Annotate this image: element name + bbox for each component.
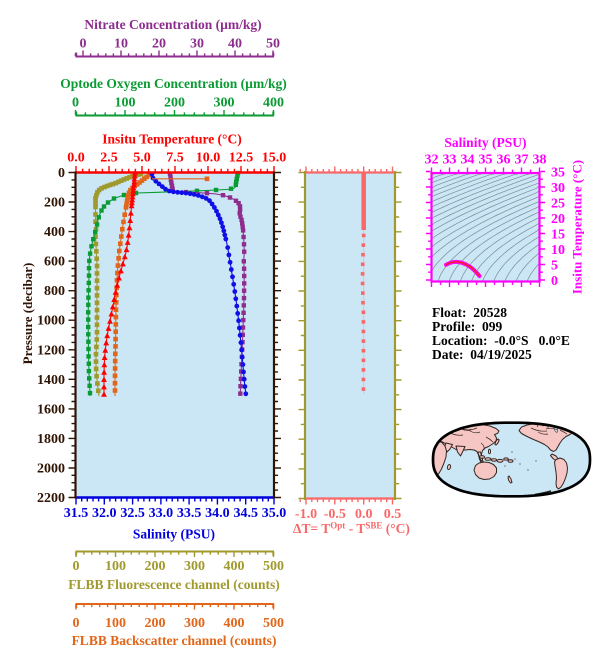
svg-text:1400: 1400 — [37, 373, 65, 388]
svg-text:34: 34 — [461, 153, 475, 168]
svg-text:32.0: 32.0 — [92, 506, 117, 521]
svg-text:0: 0 — [80, 37, 87, 52]
svg-text:Date: 04/19/2025: Date: 04/19/2025 — [432, 347, 532, 362]
svg-text:0.5: 0.5 — [384, 507, 402, 522]
svg-text:12.5: 12.5 — [229, 151, 254, 166]
svg-text:500: 500 — [263, 559, 284, 574]
svg-text:15: 15 — [551, 227, 565, 242]
svg-text:400: 400 — [263, 96, 284, 111]
svg-text:20: 20 — [152, 37, 166, 52]
svg-text:1600: 1600 — [37, 402, 65, 417]
svg-text:1800: 1800 — [37, 432, 65, 447]
svg-text:2200: 2200 — [37, 491, 65, 506]
svg-text:FLBB Backscatter channel (coun: FLBB Backscatter channel (counts) — [72, 633, 277, 648]
svg-text:200: 200 — [44, 196, 65, 211]
svg-text:0: 0 — [73, 559, 80, 574]
svg-text:Location: -0.0°S 0.0°E: Location: -0.0°S 0.0°E — [432, 333, 570, 348]
svg-text:500: 500 — [263, 616, 284, 631]
svg-text:20: 20 — [551, 212, 565, 227]
svg-text:200: 200 — [164, 96, 185, 111]
svg-text:15.0: 15.0 — [262, 151, 287, 166]
svg-text:ΔT= TOpt - TSBE (°C): ΔT= TOpt - TSBE (°C) — [293, 521, 410, 537]
svg-text:Optode Oxygen Concentration (µ: Optode Oxygen Concentration (µm/kg) — [60, 76, 286, 91]
svg-text:-1.0: -1.0 — [295, 507, 317, 522]
svg-text:200: 200 — [145, 616, 166, 631]
svg-text:Pressure (decibar): Pressure (decibar) — [20, 263, 35, 365]
svg-text:Salinity (PSU): Salinity (PSU) — [133, 527, 215, 542]
svg-text:Profile: 099: Profile: 099 — [432, 319, 502, 334]
svg-text:400: 400 — [224, 559, 245, 574]
svg-text:31.5: 31.5 — [64, 506, 89, 521]
svg-text:37: 37 — [515, 153, 529, 168]
svg-text:100: 100 — [105, 559, 126, 574]
svg-text:400: 400 — [44, 225, 65, 240]
svg-text:7.5: 7.5 — [166, 151, 184, 166]
svg-text:800: 800 — [44, 284, 65, 299]
svg-text:10: 10 — [551, 243, 565, 258]
svg-text:0: 0 — [58, 166, 65, 181]
svg-text:300: 300 — [184, 559, 205, 574]
svg-text:300: 300 — [214, 96, 235, 111]
svg-text:0.0: 0.0 — [355, 507, 373, 522]
svg-text:0: 0 — [73, 616, 80, 631]
svg-text:0.0: 0.0 — [67, 151, 85, 166]
svg-text:1000: 1000 — [37, 314, 65, 329]
svg-text:400: 400 — [224, 616, 245, 631]
svg-text:2000: 2000 — [37, 462, 65, 477]
svg-text:Nitrate Concentration (µm/kg): Nitrate Concentration (µm/kg) — [84, 17, 261, 32]
svg-text:100: 100 — [115, 96, 136, 111]
svg-text:25: 25 — [551, 196, 565, 211]
svg-text:32.5: 32.5 — [120, 506, 145, 521]
svg-text:36: 36 — [497, 153, 511, 168]
svg-text:34.5: 34.5 — [233, 506, 258, 521]
svg-text:300: 300 — [184, 616, 205, 631]
svg-text:1200: 1200 — [37, 343, 65, 358]
svg-text:33: 33 — [443, 153, 457, 168]
svg-text:33.5: 33.5 — [177, 506, 202, 521]
svg-text:30: 30 — [190, 37, 204, 52]
svg-text:600: 600 — [44, 255, 65, 270]
svg-text:35: 35 — [551, 165, 565, 180]
svg-text:34.0: 34.0 — [205, 506, 230, 521]
svg-text:50: 50 — [266, 37, 280, 52]
svg-text:Insitu Temperature (°C): Insitu Temperature (°C) — [102, 132, 241, 147]
svg-text:5.0: 5.0 — [133, 151, 151, 166]
svg-text:0: 0 — [72, 96, 79, 111]
svg-text:Insitu Temperature (°C): Insitu Temperature (°C) — [570, 160, 585, 294]
svg-text:0: 0 — [551, 274, 558, 289]
svg-text:38: 38 — [533, 153, 547, 168]
svg-text:10.0: 10.0 — [196, 151, 221, 166]
svg-text:-0.5: -0.5 — [324, 507, 346, 522]
svg-text:200: 200 — [145, 559, 166, 574]
svg-text:5: 5 — [551, 258, 558, 273]
svg-text:35: 35 — [479, 153, 493, 168]
svg-text:Float: 20528: Float: 20528 — [432, 305, 507, 320]
svg-text:33.0: 33.0 — [149, 506, 174, 521]
svg-text:32: 32 — [425, 153, 439, 168]
svg-text:35.0: 35.0 — [262, 506, 287, 521]
svg-text:FLBB Fluorescence channel (cou: FLBB Fluorescence channel (counts) — [68, 577, 280, 592]
svg-text:Salinity (PSU): Salinity (PSU) — [444, 135, 526, 150]
svg-text:100: 100 — [105, 616, 126, 631]
svg-text:40: 40 — [228, 37, 242, 52]
svg-text:10: 10 — [114, 37, 128, 52]
svg-text:30: 30 — [551, 181, 565, 196]
svg-text:2.5: 2.5 — [100, 151, 118, 166]
